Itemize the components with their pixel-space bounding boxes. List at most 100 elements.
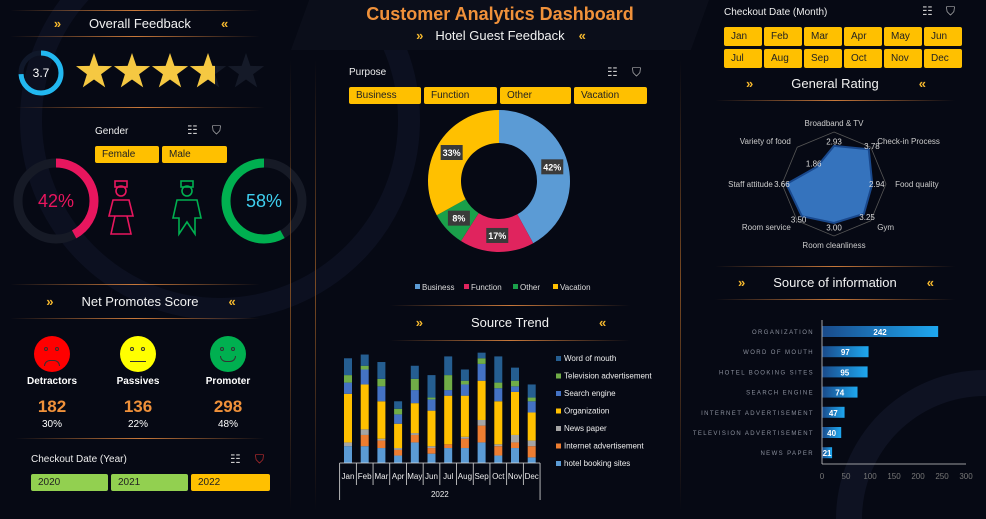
bar-jul-television-advertisement — [444, 375, 453, 391]
legend-swatch — [556, 443, 561, 449]
male-icon — [172, 180, 202, 237]
bar-jun-news-paper — [427, 446, 436, 449]
clear-filter-icon[interactable]: ⛉ — [946, 4, 956, 18]
bar-oct-organization — [494, 401, 503, 445]
bar-dec-hotel-booking-sites — [527, 457, 536, 463]
month-aug-button[interactable]: Aug — [764, 49, 802, 68]
section-title: Net Promotes Score — [81, 293, 199, 309]
month-filter-label: Checkout Date (Month) — [724, 7, 828, 18]
month-oct-button[interactable]: Oct — [844, 49, 882, 68]
data-label: 8% — [452, 214, 465, 224]
data-label-bg — [541, 159, 564, 175]
radar-axis-label: Food quality — [895, 180, 939, 189]
star-rating — [76, 53, 265, 88]
month-apr-button[interactable]: Apr — [844, 27, 882, 46]
bar-oct-television-advertisement — [494, 382, 503, 389]
bar-may-hotel-booking-sites — [410, 442, 419, 463]
legend-item: hotel booking sites — [564, 459, 630, 468]
y-tick-label: NEWS PAPER — [760, 451, 814, 457]
clear-filter-icon[interactable]: ⛉ — [212, 123, 222, 137]
x-tick-label: May — [407, 472, 422, 481]
month-jan-button[interactable]: Jan — [724, 27, 762, 46]
x-tick-label: 200 — [911, 472, 925, 481]
bar-nov-search-engine — [511, 386, 519, 392]
bar-may-television-advertisement — [410, 378, 419, 391]
x-tick-label: Apr — [392, 472, 405, 481]
male-ring: 58% — [221, 158, 307, 244]
month-may-button[interactable]: May — [884, 27, 922, 46]
radar-axis-label: Room cleanliness — [802, 241, 865, 250]
legend-item-other: Other — [520, 283, 540, 292]
data-label: 97 — [841, 348, 850, 357]
gender-male-button[interactable]: Male — [162, 146, 227, 163]
clear-filter-icon[interactable]: ⛉ — [255, 452, 265, 466]
bar-feb-television-advertisement — [360, 365, 369, 370]
radar-value-label: 2.93 — [826, 137, 842, 146]
month-jun-button[interactable]: Jun — [924, 27, 962, 46]
radar-axis-label: Check-in Process — [877, 137, 940, 146]
month-jul-button[interactable]: Jul — [724, 49, 762, 68]
month-sep-button[interactable]: Sep — [804, 49, 842, 68]
bar-apr-search-engine — [394, 414, 403, 424]
divider — [680, 60, 681, 510]
female-arc — [13, 158, 99, 244]
gender-female-button[interactable]: Female — [95, 146, 159, 163]
dashboard-subtitle: Hotel Guest Feedback — [435, 27, 565, 43]
bar-dec-internet-advertisement — [527, 446, 536, 458]
bar-jun-search-engine — [427, 399, 436, 411]
bar-news-paper — [822, 447, 833, 459]
bar-may-internet-advertisement — [410, 434, 419, 443]
bar-dec-word-of-mouth — [527, 384, 536, 398]
data-label: 33% — [443, 148, 461, 158]
bar-jun-hotel-booking-sites — [427, 453, 436, 463]
star-icon — [189, 53, 227, 88]
multi-select-icon[interactable]: ☷ — [922, 4, 933, 18]
bar-jun-television-advertisement — [427, 397, 436, 400]
x-tick-label: 50 — [842, 472, 851, 481]
nps-header: » Net Promotes Score « — [20, 292, 260, 310]
bar-dec-search-engine — [527, 401, 536, 413]
purpose-vacation-button[interactable]: Vacation — [574, 87, 647, 104]
donut-slice-vacation — [428, 110, 499, 216]
gender-label: Gender — [95, 126, 129, 137]
female-ring: 42% — [13, 158, 99, 244]
bar-dec-organization — [527, 412, 536, 441]
bar-jul-word-of-mouth — [444, 356, 453, 376]
year-2022-button[interactable]: 2022 — [191, 474, 270, 491]
radar-axis-label: Broadband & TV — [804, 119, 864, 128]
month-feb-button[interactable]: Feb — [764, 27, 802, 46]
chevron-left-icon: « — [228, 293, 236, 309]
bar-mar-news-paper — [377, 438, 386, 441]
year-2021-button[interactable]: 2021 — [111, 474, 188, 491]
multi-select-icon[interactable]: ☷ — [607, 65, 618, 79]
purpose-other-button[interactable]: Other — [500, 87, 571, 104]
x-tick-label: 0 — [820, 472, 825, 481]
month-nov-button[interactable]: Nov — [884, 49, 922, 68]
bar-hotel-booking-sites — [822, 366, 868, 378]
bar-oct-hotel-booking-sites — [494, 455, 503, 463]
bar-nov-internet-advertisement — [511, 442, 519, 449]
x-tick-label: 150 — [887, 472, 901, 481]
legend-item: Television advertisement — [564, 372, 652, 381]
bar-feb-search-engine — [360, 369, 369, 385]
rating-ring: 3.7 — [18, 50, 64, 96]
bar-apr-organization — [394, 423, 403, 449]
bar-may-word-of-mouth — [410, 365, 419, 379]
nps-count: 136 — [123, 397, 153, 416]
year-2020-button[interactable]: 2020 — [31, 474, 108, 491]
multi-select-icon[interactable]: ☷ — [187, 123, 198, 137]
x-tick-label: Dec — [525, 472, 539, 481]
clear-filter-icon[interactable]: ⛉ — [632, 65, 642, 79]
divider — [15, 438, 265, 439]
bar-aug-word-of-mouth — [460, 369, 469, 381]
month-dec-button[interactable]: Dec — [924, 49, 962, 68]
purpose-function-button[interactable]: Function — [424, 87, 497, 104]
month-mar-button[interactable]: Mar — [804, 27, 842, 46]
purpose-business-button[interactable]: Business — [349, 87, 421, 104]
divider — [10, 318, 260, 319]
multi-select-icon[interactable]: ☷ — [230, 452, 241, 466]
bar-sep-hotel-booking-sites — [477, 442, 486, 463]
male-percent: 58% — [246, 191, 282, 211]
legend-swatch — [556, 373, 561, 379]
